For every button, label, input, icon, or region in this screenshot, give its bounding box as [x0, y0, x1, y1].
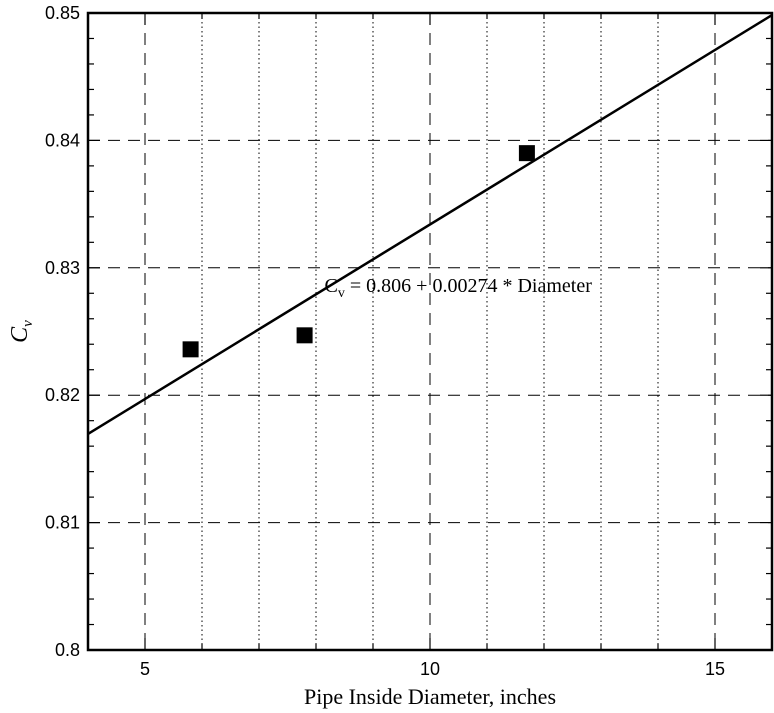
y-tick-label: 0.85 — [45, 3, 80, 23]
data-point — [182, 341, 199, 358]
y-tick-label: 0.81 — [45, 513, 80, 533]
y-axis-title-main: C — [7, 326, 33, 343]
x-tick-label: 15 — [705, 659, 725, 679]
x-axis-title: Pipe Inside Diameter, inches — [304, 684, 556, 709]
fit-equation-sub: v — [338, 286, 345, 301]
fit-equation: Cv = 0.806 + 0.00274 * Diameter — [325, 275, 593, 301]
grid-lines — [88, 13, 772, 650]
axis-ticks — [87, 12, 773, 651]
fit-equation-rest: = 0.806 + 0.00274 * Diameter — [345, 275, 592, 297]
fit-line — [87, 13, 773, 435]
data-point — [296, 327, 313, 344]
y-tick-label: 0.82 — [45, 385, 80, 405]
data-points — [182, 145, 535, 358]
fit-line-group — [87, 13, 773, 435]
data-point — [518, 145, 535, 162]
y-tick-label: 0.84 — [45, 130, 80, 150]
x-tick-label: 10 — [420, 659, 440, 679]
x-tick-label: 5 — [140, 659, 150, 679]
y-axis-title: Cv — [7, 320, 36, 343]
y-tick-label: 0.8 — [55, 640, 80, 660]
y-tick-label: 0.83 — [45, 258, 80, 278]
fit-equation-main: C — [325, 275, 338, 297]
tick-labels: 5 10 15 0.8 0.81 0.82 0.83 0.84 0.85 — [45, 3, 725, 679]
y-axis-title-sub: v — [20, 320, 36, 327]
